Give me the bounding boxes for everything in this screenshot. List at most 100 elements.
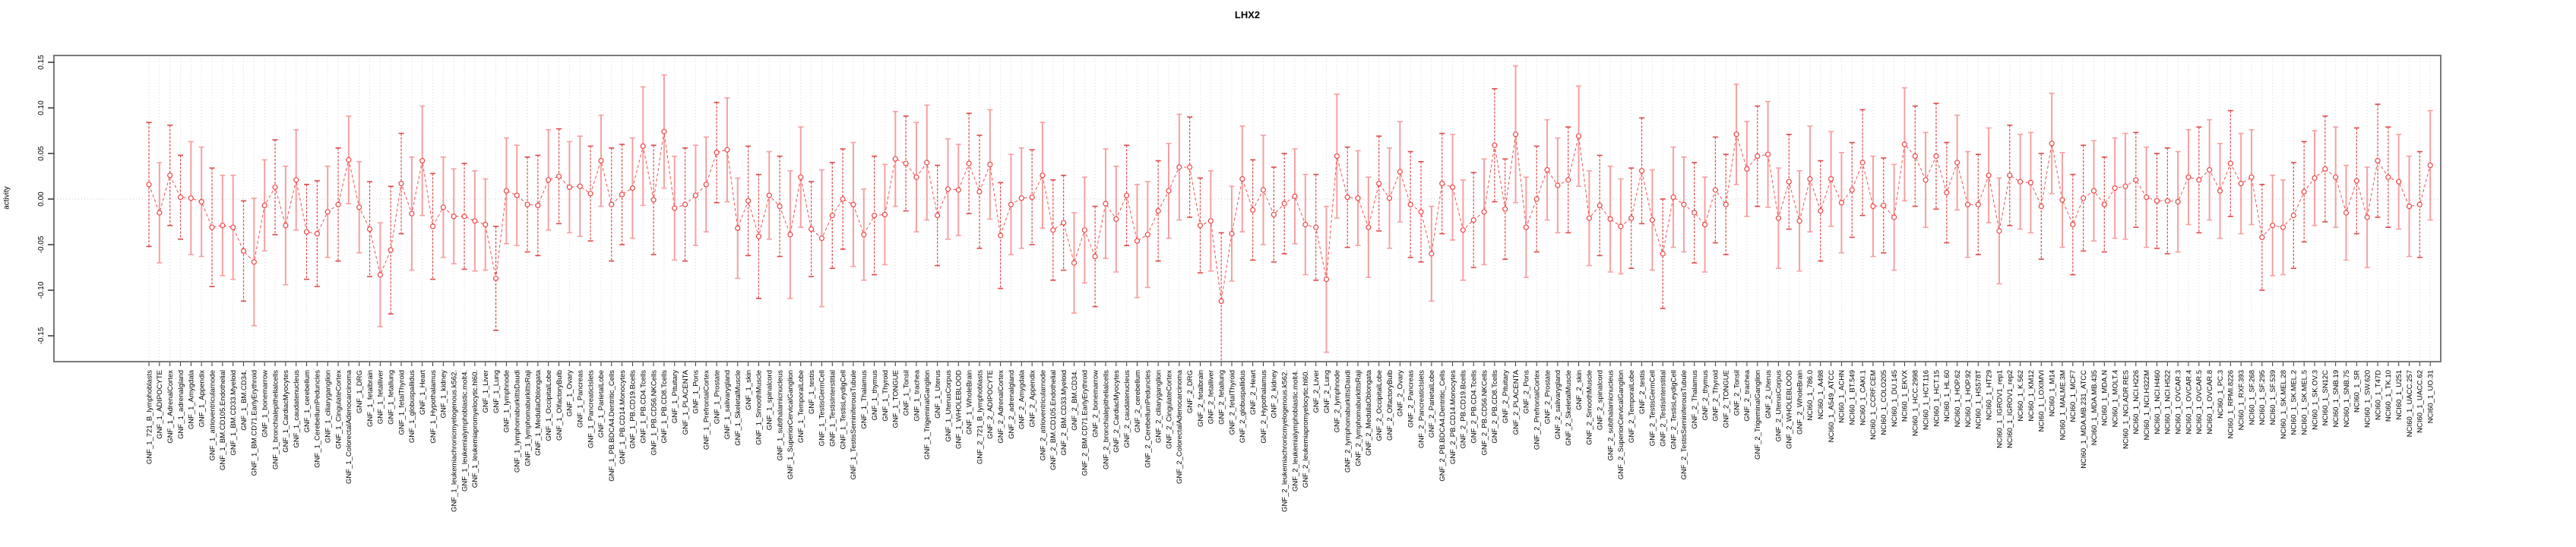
svg-text:GNF_1_fetalThyroid: GNF_1_fetalThyroid <box>397 370 406 435</box>
svg-text:NCI60_1_OVCAR.3: NCI60_1_OVCAR.3 <box>2174 370 2182 434</box>
svg-text:NCI60_1_HS578T: NCI60_1_HS578T <box>1975 370 1983 429</box>
svg-text:NCI60_1_SNB.75: NCI60_1_SNB.75 <box>2343 370 2351 428</box>
svg-text:GNF_1_cerebellum: GNF_1_cerebellum <box>303 370 312 432</box>
svg-text:GNF_2_thymus: GNF_2_thymus <box>1701 370 1710 421</box>
chart-title: LHX2 <box>1234 9 1261 21</box>
svg-text:NCI60_1_NCI.H226: NCI60_1_NCI.H226 <box>2132 370 2141 435</box>
svg-text:NCI60_1_DU.145: NCI60_1_DU.145 <box>1891 370 1899 427</box>
svg-text:GNF_1_testis: GNF_1_testis <box>808 370 816 414</box>
svg-text:NCI60_1_NCI.H522: NCI60_1_NCI.H522 <box>2164 370 2173 435</box>
svg-text:GNF_2_OccipitalLobe: GNF_2_OccipitalLobe <box>1375 370 1384 441</box>
svg-text:GNF_2_CingulateCortex: GNF_2_CingulateCortex <box>1165 370 1173 449</box>
svg-text:GNF_1_fetallung: GNF_1_fetallung <box>388 370 396 425</box>
svg-text:NCI60_1_786.0: NCI60_1_786.0 <box>1806 370 1815 421</box>
svg-text:NCI60_1_MALME.3M: NCI60_1_MALME.3M <box>2059 370 2067 440</box>
svg-text:GNF_2_Tonsil: GNF_2_Tonsil <box>1733 370 1741 416</box>
svg-text:GNF_1_Pons: GNF_1_Pons <box>692 370 701 414</box>
svg-text:NCI60_1_SK.MEL.2: NCI60_1_SK.MEL.2 <box>2290 370 2299 435</box>
svg-text:NCI60_1_SF.539: NCI60_1_SF.539 <box>2269 370 2277 425</box>
svg-text:GNF_1_subthalamicnucleus: GNF_1_subthalamicnucleus <box>776 370 784 461</box>
svg-text:NCI60_1_UACC.257: NCI60_1_UACC.257 <box>2406 370 2414 437</box>
svg-text:NCI60_1_HL.60: NCI60_1_HL.60 <box>1943 370 1951 422</box>
svg-text:GNF_1_globuspallidus: GNF_1_globuspallidus <box>408 370 416 443</box>
svg-text:GNF_1_PB.CD8.Tcells: GNF_1_PB.CD8.Tcells <box>660 370 669 444</box>
svg-text:0.15: 0.15 <box>37 55 46 70</box>
svg-text:GNF_2_AdrenalCortex: GNF_2_AdrenalCortex <box>997 370 1005 444</box>
svg-text:GNF_2_fetalliver: GNF_2_fetalliver <box>1207 370 1216 424</box>
svg-text:GNF_1_kidney: GNF_1_kidney <box>440 370 448 419</box>
svg-text:GNF_2_WholeBrain: GNF_2_WholeBrain <box>1796 370 1804 435</box>
svg-text:GNF_1_TestisLeydigCell: GNF_1_TestisLeydigCell <box>839 370 847 450</box>
svg-text:GNF_1_Liver: GNF_1_Liver <box>482 370 490 413</box>
svg-text:GNF_1_BM.CD105.Endothelial: GNF_1_BM.CD105.Endothelial <box>219 370 227 470</box>
svg-text:GNF_1_Thalamus: GNF_1_Thalamus <box>860 370 869 429</box>
svg-text:GNF_1_AdrenalCortex: GNF_1_AdrenalCortex <box>166 370 175 444</box>
svg-text:NCI60_1_ACHN: NCI60_1_ACHN <box>1838 370 1847 423</box>
svg-text:GNF_2_OlfactoryBulb: GNF_2_OlfactoryBulb <box>1386 370 1394 441</box>
svg-text:GNF_1_ColorectalAdenocarcinoma: GNF_1_ColorectalAdenocarcinoma <box>345 369 353 484</box>
svg-text:GNF_1_SuperiorCervicalGanglion: GNF_1_SuperiorCervicalGanglion <box>786 370 795 479</box>
svg-text:-0.15: -0.15 <box>37 327 46 344</box>
svg-text:GNF_1_TONGUE: GNF_1_TONGUE <box>892 370 900 428</box>
svg-text:GNF_1_PB.CD4.Tcells: GNF_1_PB.CD4.Tcells <box>640 370 648 444</box>
svg-text:GNF_1_721_B_lymphoblasts: GNF_1_721_B_lymphoblasts <box>145 370 153 464</box>
svg-text:GNF_1_OlfactoryBulb: GNF_1_OlfactoryBulb <box>555 370 564 441</box>
svg-text:NCI60_1_U251: NCI60_1_U251 <box>2395 370 2404 420</box>
svg-text:NCI60_1_A498: NCI60_1_A498 <box>1817 370 1825 419</box>
svg-text:GNF_2_atrioventricularnode: GNF_2_atrioventricularnode <box>1039 370 1047 460</box>
svg-text:GNF_2_BM.CD105.Endothelial: GNF_2_BM.CD105.Endothelial <box>1049 370 1058 470</box>
svg-text:GNF_2_TrigeminalGanglion: GNF_2_TrigeminalGanglion <box>1754 370 1762 460</box>
svg-text:NCI60_1_HCC.2998: NCI60_1_HCC.2998 <box>1912 370 1920 436</box>
svg-text:GNF_2_Uterus: GNF_2_Uterus <box>1764 370 1773 419</box>
svg-text:GNF_2_Thalamus: GNF_2_Thalamus <box>1691 370 1699 429</box>
svg-text:GNF_2_leukemialymphoblastic.mo: GNF_2_leukemialymphoblastic.molt4. <box>1291 370 1299 492</box>
svg-text:GNF_2_Pons: GNF_2_Pons <box>1523 370 1531 414</box>
svg-text:GNF_2_kidney: GNF_2_kidney <box>1271 370 1279 419</box>
svg-text:NCI60_1_SK.MEL.5: NCI60_1_SK.MEL.5 <box>2300 370 2309 435</box>
svg-text:NCI60_1_SW.620: NCI60_1_SW.620 <box>2363 370 2372 428</box>
svg-text:GNF_1_bronchialepithelialcells: GNF_1_bronchialepithelialcells <box>271 370 280 470</box>
svg-text:NCI60_1_SN12C: NCI60_1_SN12C <box>2321 370 2330 426</box>
svg-text:GNF_1_DRG: GNF_1_DRG <box>356 370 364 413</box>
svg-text:GNF_2_WHOLEBLOOD: GNF_2_WHOLEBLOOD <box>1786 370 1794 449</box>
error-bars <box>146 65 2433 362</box>
svg-text:GNF_2_caudatenucleus: GNF_2_caudatenucleus <box>1123 370 1131 448</box>
svg-text:GNF_1_ADIPOCYTE: GNF_1_ADIPOCYTE <box>156 370 164 439</box>
svg-text:GNF_1_lymphnode: GNF_1_lymphnode <box>503 370 511 432</box>
svg-text:GNF_1_TestisGermCell: GNF_1_TestisGermCell <box>818 370 827 446</box>
svg-text:GNF_2_TestisInterstitial: GNF_2_TestisInterstitial <box>1660 370 1668 447</box>
svg-text:GNF_1_leukemiapromyelocytic.hl: GNF_1_leukemiapromyelocytic.hl60. <box>471 370 479 488</box>
svg-text:GNF_1_WHOLEBLOOD: GNF_1_WHOLEBLOOD <box>955 370 964 449</box>
svg-text:GNF_2_adrenalgland: GNF_2_adrenalgland <box>1008 370 1016 439</box>
svg-text:GNF_1_Ovary: GNF_1_Ovary <box>566 370 574 416</box>
grid-lines <box>148 55 2431 362</box>
svg-text:NCI60_1_COLO205: NCI60_1_COLO205 <box>1880 370 1888 435</box>
svg-text:GNF_1_PrefrontalCortex: GNF_1_PrefrontalCortex <box>703 370 711 450</box>
svg-text:NCI60_1_KM12: NCI60_1_KM12 <box>2027 370 2036 422</box>
svg-text:NCI60_1_HCT.15: NCI60_1_HCT.15 <box>1932 370 1941 426</box>
svg-text:GNF_2_Heart: GNF_2_Heart <box>1249 370 1258 415</box>
svg-text:GNF_2_ciliaryganglion: GNF_2_ciliaryganglion <box>1154 370 1163 443</box>
svg-text:GNF_2_PB.BDCA4.Dentritic_Cells: GNF_2_PB.BDCA4.Dentritic_Cells <box>1438 370 1447 482</box>
svg-text:NCI60_1_LOXIMVI: NCI60_1_LOXIMVI <box>2038 370 2046 432</box>
svg-text:GNF_2_fetalbrain: GNF_2_fetalbrain <box>1197 370 1205 427</box>
svg-text:GNF_1_SmoothMuscle: GNF_1_SmoothMuscle <box>755 370 764 445</box>
svg-text:NCI60_1_UACC.62: NCI60_1_UACC.62 <box>2416 370 2425 433</box>
svg-text:GNF_1_caudatenucleus: GNF_1_caudatenucleus <box>293 370 301 448</box>
svg-text:NCI60_1_T47D: NCI60_1_T47D <box>2374 370 2382 420</box>
svg-text:GNF_2_PLACENTA: GNF_2_PLACENTA <box>1512 369 1521 435</box>
svg-text:GNF_2_TemporalLobe: GNF_2_TemporalLobe <box>1628 370 1636 443</box>
svg-text:NCI60_1_CAKI.1: NCI60_1_CAKI.1 <box>1859 370 1867 425</box>
svg-text:GNF_1_leukemiachronicmyelogeno: GNF_1_leukemiachronicmyelogenous.k562. <box>451 370 459 512</box>
svg-text:GNF_2_Hypothalamus: GNF_2_Hypothalamus <box>1260 370 1268 444</box>
svg-text:NCI60_1_A549_ATCC: NCI60_1_A549_ATCC <box>1828 370 1836 443</box>
svg-text:GNF_2_Pituitary: GNF_2_Pituitary <box>1502 370 1510 423</box>
svg-text:GNF_2_lymphomaburkittsDaudi: GNF_2_lymphomaburkittsDaudi <box>1343 370 1352 473</box>
svg-text:GNF_1_Lung: GNF_1_Lung <box>492 370 501 413</box>
svg-text:NCI60_1_K.562: NCI60_1_K.562 <box>2017 370 2025 422</box>
svg-text:GNF_2_CerebellumPeduncles: GNF_2_CerebellumPeduncles <box>1144 370 1153 468</box>
svg-text:0.10: 0.10 <box>37 100 46 115</box>
svg-text:GNF_1_UterusCorpus: GNF_1_UterusCorpus <box>945 370 953 442</box>
svg-text:NCI60_1_MDA.MB.231_ATCC: NCI60_1_MDA.MB.231_ATCC <box>2080 370 2088 469</box>
